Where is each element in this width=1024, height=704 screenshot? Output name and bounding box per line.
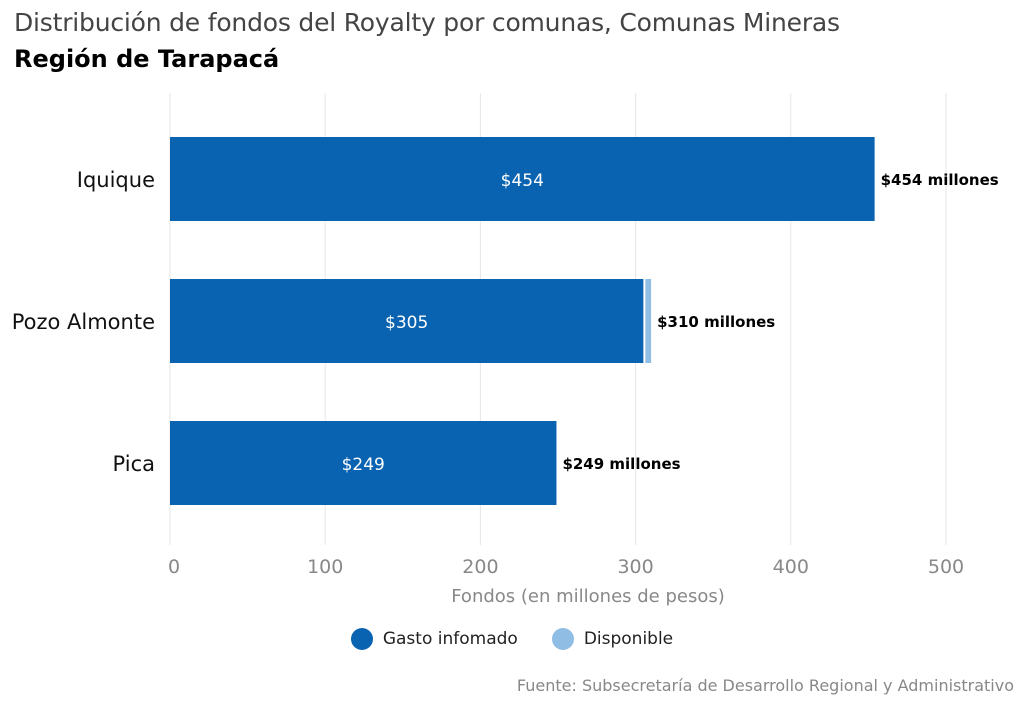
bar-value-label: $249 <box>342 455 385 475</box>
category-label: Iquique <box>77 168 155 192</box>
chart-title: Distribución de fondos del Royalty por c… <box>14 8 840 37</box>
bar-gasto <box>170 279 644 363</box>
legend-item-gasto: Gasto infomado <box>350 628 518 650</box>
x-axis-label: Fondos (en millones de pesos) <box>451 586 725 607</box>
x-tick-label: 500 <box>928 556 964 578</box>
bar-total-label: $249 millones <box>562 455 680 473</box>
x-tick-label: 300 <box>617 556 653 578</box>
x-tick-labels: 0 100 200 300 400 500 <box>168 556 964 578</box>
bar-total-label: $454 millones <box>881 171 999 189</box>
category-label: Pozo Almonte <box>12 310 155 334</box>
x-tick-label: 100 <box>307 556 343 578</box>
legend-label-gasto: Gasto infomado <box>382 629 518 649</box>
bar-value-label: $305 <box>385 313 428 333</box>
legend-swatch-gasto-icon <box>350 628 373 650</box>
category-labels: Iquique Pozo Almonte Pica <box>12 168 155 476</box>
x-tick-label: 0 <box>168 556 180 578</box>
legend: Gasto infomado Disponible <box>0 628 1024 650</box>
source-note: Fuente: Subsecretaría de Desarrollo Regi… <box>516 676 1014 695</box>
bar-chart: $454 $454 millones $305 $310 millones $249 $2… <box>12 93 999 607</box>
bars-group: $454 $454 millones $305 $310 millones $249 $2… <box>170 137 999 505</box>
x-tick-label: 400 <box>773 556 809 578</box>
bar-gasto <box>170 137 875 221</box>
bar-total-label: $310 millones <box>657 313 775 331</box>
bar-disponible <box>645 279 652 363</box>
category-label: Pica <box>113 452 155 476</box>
legend-swatch-disponible-icon <box>551 628 574 650</box>
bar-gasto <box>170 421 557 505</box>
legend-item-disponible: Disponible <box>551 628 674 650</box>
chart-subtitle: Región de Tarapacá <box>14 45 280 73</box>
legend-label-disponible: Disponible <box>583 629 674 649</box>
bar-value-label: $454 <box>501 171 544 191</box>
x-tick-label: 200 <box>462 556 498 578</box>
